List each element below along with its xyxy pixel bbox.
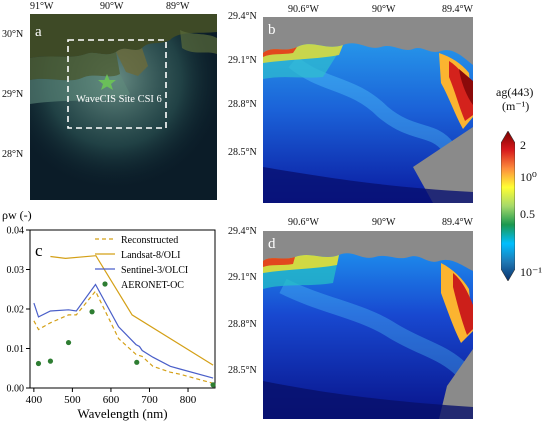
chart-c-xtick-label: 700: [141, 394, 158, 406]
panel-c-reflectance-chart: c ρw (-) Wavelength (nm) 400 500 600 700 800 0.0…: [2, 208, 216, 421]
panel-a-label: a: [35, 24, 42, 40]
panel-d-ytick-3: 28.8°N: [228, 319, 257, 330]
panel-d-xtick-2: 90°W: [372, 217, 396, 228]
legend-reconstructed-label: Reconstructed: [121, 235, 178, 246]
colorbar-tick-1: 10⁰: [520, 170, 537, 184]
legend-landsat-8-oli-label: Landsat-8/OLI: [121, 250, 180, 261]
chart-c-xtick-label: 400: [26, 394, 43, 406]
series-sentinel-3-olci-line: [33, 283, 214, 379]
colorbar: [500, 130, 516, 282]
panel-b-label: b: [268, 22, 276, 38]
legend-sentinel-3-olci-label: Sentinel-3/OLCI: [121, 265, 188, 276]
chart-c-xtick-label: 800: [180, 394, 197, 406]
series-aeronet-oc-point: [89, 309, 95, 315]
chart-c-ytick-label: 0.00: [7, 384, 25, 395]
panel-b-ytick-2: 29.1°N: [228, 55, 257, 66]
series-aeronet-oc-point: [35, 360, 42, 367]
series-reconstructed-line: [33, 290, 214, 384]
panel-a-ytick-28n: 28°N: [2, 149, 24, 160]
panel-a-ytick-29n: 29°N: [2, 89, 24, 100]
panel-a-xtick-89w: 89°W: [166, 1, 190, 12]
panel-b-xtick-3: 89.4°W: [442, 4, 473, 15]
chart-c-xtick-label: 500: [64, 394, 81, 406]
panel-a-ytick-30n: 30°N: [2, 29, 24, 40]
legend-aeronet-oc-marker: [102, 281, 108, 287]
chart-c-ytick-label: 0.03: [7, 265, 25, 276]
panel-b-ytick-1: 29.4°N: [228, 11, 257, 22]
panel-b-ytick-3: 28.8°N: [228, 99, 257, 110]
legend-aeronet-oc-label: AERONET-OC: [121, 280, 184, 291]
colorbar-title-line1: ag(443): [496, 85, 534, 99]
chart-c-xtick-label: 600: [103, 394, 120, 406]
series-aeronet-oc-point: [210, 382, 216, 388]
site-star-icon: [98, 74, 116, 90]
chart-c-ytick-label: 0.04: [7, 226, 25, 237]
chart-c-ylabel: ρw (-): [2, 208, 32, 222]
chart-c-ytick-label: 0.01: [7, 344, 25, 355]
panel-a-satellite-image: [30, 14, 217, 200]
chart-c-panel-label: c: [35, 241, 43, 260]
panel-b-ag443-map: [263, 17, 473, 203]
panel-d-ag443-map: [263, 231, 473, 419]
chart-c-ytick-label: 0.02: [7, 305, 25, 316]
colorbar-title-line2: (m⁻¹): [502, 99, 530, 113]
panel-d-xtick-1: 90.6°W: [288, 217, 319, 228]
panel-d-ytick-4: 28.5°N: [228, 365, 257, 376]
panel-b-ytick-4: 28.5°N: [228, 147, 257, 158]
panel-a-xtick-90w: 90°W: [100, 1, 124, 12]
panel-b-xtick-2: 90°W: [372, 4, 396, 15]
series-aeronet-oc-point: [47, 358, 54, 364]
panel-a-xtick-91w: 91°W: [30, 1, 54, 12]
panel-d-xtick-3: 89.4°W: [442, 217, 473, 228]
colorbar-tick-05: 0.5: [520, 207, 535, 221]
series-aeronet-oc-point: [134, 359, 140, 365]
colorbar-tick-01: 10⁻¹: [520, 265, 542, 279]
panel-a-site-label: WaveCIS Site CSI 6: [76, 94, 162, 105]
series-landsat-8-oli-line: [50, 255, 214, 366]
panel-d-ytick-2: 29.1°N: [228, 272, 257, 283]
panel-b-xtick-1: 90.6°W: [288, 4, 319, 15]
series-aeronet-oc-point: [65, 339, 72, 346]
colorbar-tick-2: 2: [520, 138, 526, 152]
panel-d-ytick-1: 29.4°N: [228, 226, 257, 237]
chart-c-xlabel: Wavelength (nm): [77, 406, 167, 421]
panel-d-label: d: [268, 236, 276, 252]
